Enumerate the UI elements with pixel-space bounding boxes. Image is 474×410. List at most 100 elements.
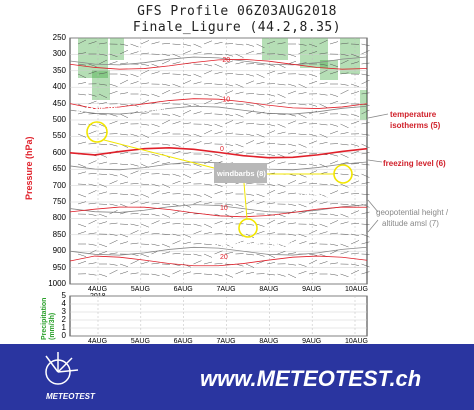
windbarb: [361, 79, 370, 85]
windbarb: [340, 243, 349, 248]
windbarb: [161, 132, 171, 135]
windbarb: [98, 273, 108, 277]
windbarb: [119, 233, 129, 238]
windbarb: [203, 153, 213, 156]
windbarb: [77, 123, 87, 126]
windbarb: [340, 203, 349, 205]
windbarb: [161, 243, 171, 248]
windbarb: [193, 200, 202, 205]
windbarb: [298, 173, 307, 178]
windbarb: [77, 163, 87, 168]
windbarb: [119, 203, 129, 208]
windbarb: [172, 150, 181, 155]
windbarb: [235, 113, 244, 118]
windbarb: [245, 80, 255, 85]
windbarb: [109, 113, 118, 117]
windbarb: [287, 192, 297, 195]
windbarb: [319, 93, 328, 96]
windbarb: [287, 90, 297, 95]
windbarb: [77, 171, 87, 175]
precip-frame: [69, 295, 368, 337]
windbarb: [98, 161, 108, 165]
windbarb: [277, 243, 286, 247]
windbarb: [350, 53, 360, 58]
pointer-line: [103, 139, 215, 169]
windbarb: [140, 153, 150, 156]
windbarb: [77, 111, 87, 115]
wind-ne-label: 20 kt NE-Wind at 560 hPa: [76, 105, 166, 114]
meteotest-logo-icon: [45, 352, 79, 385]
windbarb: [245, 93, 255, 95]
windbarb: [88, 183, 97, 187]
windbarb: [161, 233, 171, 235]
meteotest-url[interactable]: www.METEOTEST.ch: [200, 366, 422, 391]
windbarb: [266, 232, 276, 235]
windbarb: [130, 272, 139, 275]
windbarb: [161, 273, 171, 278]
pressure-tick-label: 500: [52, 115, 66, 124]
windbarb: [193, 141, 202, 145]
windbarb: [119, 163, 129, 166]
windbarb: [298, 133, 307, 136]
windbarb: [119, 92, 129, 95]
windbarb: [340, 251, 349, 255]
windbarb: [235, 151, 244, 155]
windbarb: [224, 243, 234, 248]
time-tick-label: 8AUG: [259, 286, 279, 293]
windbarb: [329, 213, 339, 217]
windbarb: [77, 82, 87, 85]
windbarb: [308, 140, 318, 145]
windbarb: [130, 133, 139, 137]
windbarb: [151, 213, 160, 217]
windbarb: [308, 200, 318, 205]
windbarb: [119, 193, 129, 195]
windbarb: [266, 93, 276, 97]
windbarb: [298, 143, 307, 148]
windbarb: [224, 90, 234, 95]
windbarb: [350, 91, 360, 95]
windbarb: [361, 223, 370, 225]
windbarb: [151, 123, 160, 127]
windbarb: [224, 73, 234, 75]
chart-subtitle: Finale_Ligure (44.2,8.35): [132, 20, 342, 35]
windbarb: [340, 191, 349, 195]
windbarb: [298, 233, 307, 238]
windbarb: [214, 71, 223, 75]
windbarb: [329, 63, 339, 68]
windbarb: [245, 122, 255, 125]
windbarb: [350, 120, 360, 125]
windbarb: [277, 113, 286, 116]
isotherm-line: [69, 58, 368, 70]
windbarb: [256, 103, 265, 108]
windbarb: [256, 73, 265, 78]
windbarb: [151, 183, 160, 187]
time-tick-label-bottom: 6AUG: [173, 338, 193, 345]
windbarb: [340, 42, 349, 45]
precip-tick-label: 5: [61, 291, 66, 300]
windbarb: [140, 40, 150, 45]
windbarb: [329, 41, 339, 45]
windbarb: [329, 202, 339, 205]
windbarb: [203, 172, 213, 175]
pressure-tick-label: 350: [52, 65, 66, 75]
windbarb: [203, 70, 213, 75]
windbarb: [161, 173, 171, 176]
windbarb: [161, 251, 171, 255]
windbarb: [140, 142, 150, 145]
windbarb: [329, 153, 339, 157]
windbarb: [287, 203, 297, 206]
windbarb: [277, 53, 286, 56]
windbarb: [109, 222, 118, 225]
humidity-patch: [78, 38, 108, 78]
windbarb: [256, 63, 265, 66]
windbarb: [340, 89, 349, 95]
isotherms: -20 -10 0 10 20: [69, 57, 368, 267]
windbarb: [203, 253, 213, 258]
windbarb: [151, 93, 160, 98]
windbarb: [287, 222, 297, 225]
windbarb: [88, 190, 97, 195]
windbarb: [361, 193, 370, 196]
windbarb: [109, 83, 118, 87]
windbarb: [319, 103, 328, 109]
geopotential-line: [69, 56, 368, 66]
